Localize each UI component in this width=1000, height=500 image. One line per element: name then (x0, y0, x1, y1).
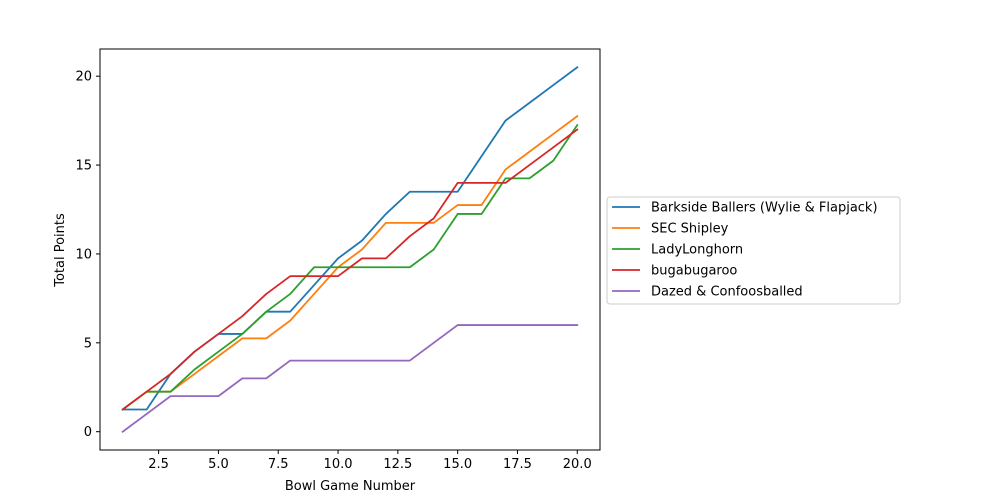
legend-items: Barkside Ballers (Wylie & Flapjack) SEC S… (612, 201, 878, 300)
x-tick-label: 20.0 (563, 457, 592, 472)
x-tick-label: 5.0 (208, 457, 229, 472)
legend: Barkside Ballers (Wylie & Flapjack) SEC S… (606, 196, 901, 305)
series-line-5 (121, 324, 579, 433)
x-tick-label: 2.5 (148, 457, 169, 472)
x-tick-label: 12.5 (383, 457, 412, 472)
y-tick-label: 15 (75, 159, 92, 174)
series-line-2 (121, 114, 579, 411)
x-axis: 2.5 5.0 7.5 10.0 12.5 15.0 17.5 20.0 (148, 450, 592, 472)
y-axis-label: Total Points (53, 213, 68, 288)
y-tick-label: 5 (84, 336, 92, 351)
x-axis-label: Bowl Game Number (285, 479, 416, 494)
y-tick-label: 10 (75, 247, 92, 262)
y-tick-label: 0 (84, 425, 92, 440)
legend-entry-label: LadyLonghorn (651, 243, 743, 258)
plot-area-frame (99, 48, 601, 451)
x-tick-label: 15.0 (443, 457, 472, 472)
y-axis: 0 5 10 15 20 (75, 70, 100, 440)
series-layer (121, 66, 579, 433)
x-tick-label: 17.5 (503, 457, 532, 472)
x-tick-label: 10.0 (324, 457, 353, 472)
legend-entry-label: bugabugaroo (651, 264, 737, 279)
legend-frame (606, 196, 901, 305)
series-line-1 (121, 66, 579, 411)
series-line-4 (121, 128, 579, 411)
x-tick-label: 7.5 (268, 457, 289, 472)
legend-entry-label: Dazed & Confoosballed (651, 285, 803, 300)
legend-entry-label: SEC Shipley (651, 222, 729, 237)
y-tick-label: 20 (75, 70, 92, 85)
legend-entry-label: Barkside Ballers (Wylie & Flapjack) (651, 201, 878, 216)
